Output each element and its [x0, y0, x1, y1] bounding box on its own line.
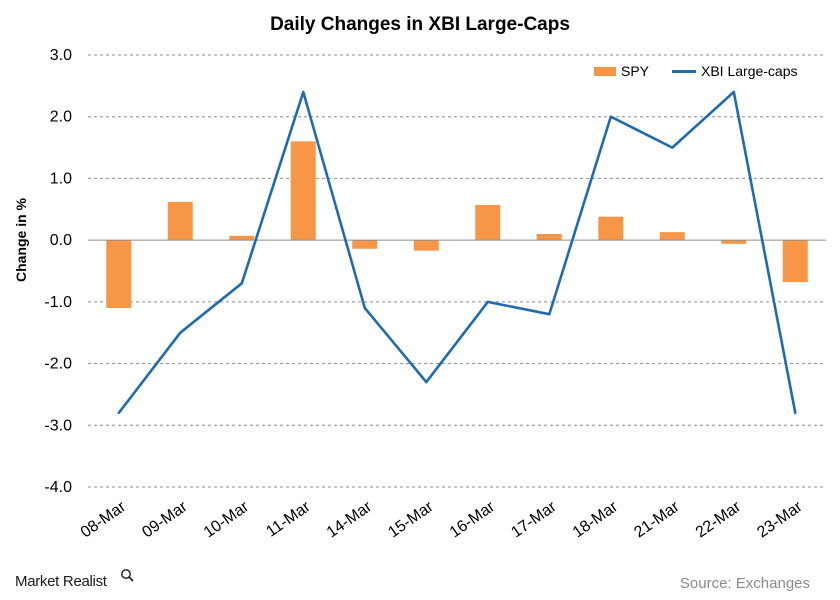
source-note: Source: Exchanges: [680, 575, 810, 592]
xbi-point: [548, 313, 551, 316]
x-tick-labels: 08-Mar 09-Mar 10-Mar 11-Mar 14-Mar 15-Mar 16-M…: [78, 498, 806, 541]
spy-bar: [536, 233, 562, 241]
legend: SPY XBI Large-caps: [594, 63, 798, 79]
xbi-point: [117, 411, 120, 415]
x-tick-label: 08-Mar: [78, 498, 130, 541]
spy-bar: [782, 240, 808, 283]
y-tick-label: 0.0: [50, 232, 72, 249]
magnifier-handle: [128, 576, 134, 582]
x-tick-label: 22-Mar: [693, 498, 745, 541]
xbi-point: [486, 300, 489, 304]
spy-bar: [598, 216, 624, 241]
x-tick-label: 09-Mar: [139, 498, 191, 541]
x-tick-label: 18-Mar: [570, 498, 622, 541]
x-tick-label: 23-Mar: [754, 498, 806, 541]
legend-label-spy: SPY: [621, 63, 650, 79]
y-tick-labels: 3.0 2.0 1.0 0.0 -1.0 -2.0 -3.0 -4.0: [44, 47, 72, 496]
x-tick-label: 17-Mar: [508, 498, 560, 541]
spy-bar: [167, 201, 193, 241]
brand-logo: Market Realist: [15, 569, 134, 590]
y-tick-label: -1.0: [44, 294, 72, 311]
x-tick-label: 16-Mar: [447, 498, 499, 541]
spy-bar: [352, 240, 378, 249]
x-tick-label: 21-Mar: [631, 498, 683, 541]
spy-bar: [413, 240, 439, 251]
xbi-point: [240, 282, 243, 285]
spy-bar: [106, 240, 132, 309]
spy-bar: [475, 204, 501, 241]
chart-title: Daily Changes in XBI Large-Caps: [270, 14, 570, 35]
xbi-point: [302, 90, 305, 94]
spy-bar: [229, 235, 255, 241]
xbi-point: [609, 115, 612, 118]
spy-bar: [721, 240, 747, 244]
xbi-point: [179, 331, 182, 334]
y-tick-label: 2.0: [50, 109, 72, 126]
y-tick-label: -4.0: [44, 479, 72, 496]
x-tick-label: 10-Mar: [201, 498, 253, 541]
xbi-point: [363, 306, 366, 310]
xbi-point: [794, 411, 797, 415]
spy-bars: [106, 141, 808, 309]
legend-label-xbi: XBI Large-caps: [701, 63, 798, 79]
gridlines: [88, 54, 826, 488]
x-tick-label: 14-Mar: [324, 498, 376, 541]
spy-bar: [659, 232, 685, 241]
xbi-point: [671, 146, 674, 149]
brand-name: Market Realist: [15, 573, 108, 590]
legend-swatch-spy: [594, 67, 616, 76]
x-tick-label: 15-Mar: [385, 498, 437, 541]
xbi-point: [732, 90, 735, 94]
xbi-line-series: [117, 90, 797, 415]
y-tick-label: -3.0: [44, 417, 72, 434]
y-tick-label: -2.0: [44, 356, 72, 373]
y-tick-label: 3.0: [50, 47, 72, 64]
spy-bar: [290, 141, 316, 241]
magnifier-icon: [121, 569, 131, 579]
x-tick-label: 11-Mar: [263, 498, 314, 541]
y-axis-label: Change in %: [13, 197, 29, 282]
xbi-line: [117, 90, 797, 414]
xbi-point: [425, 380, 428, 384]
y-tick-label: 1.0: [50, 170, 72, 187]
